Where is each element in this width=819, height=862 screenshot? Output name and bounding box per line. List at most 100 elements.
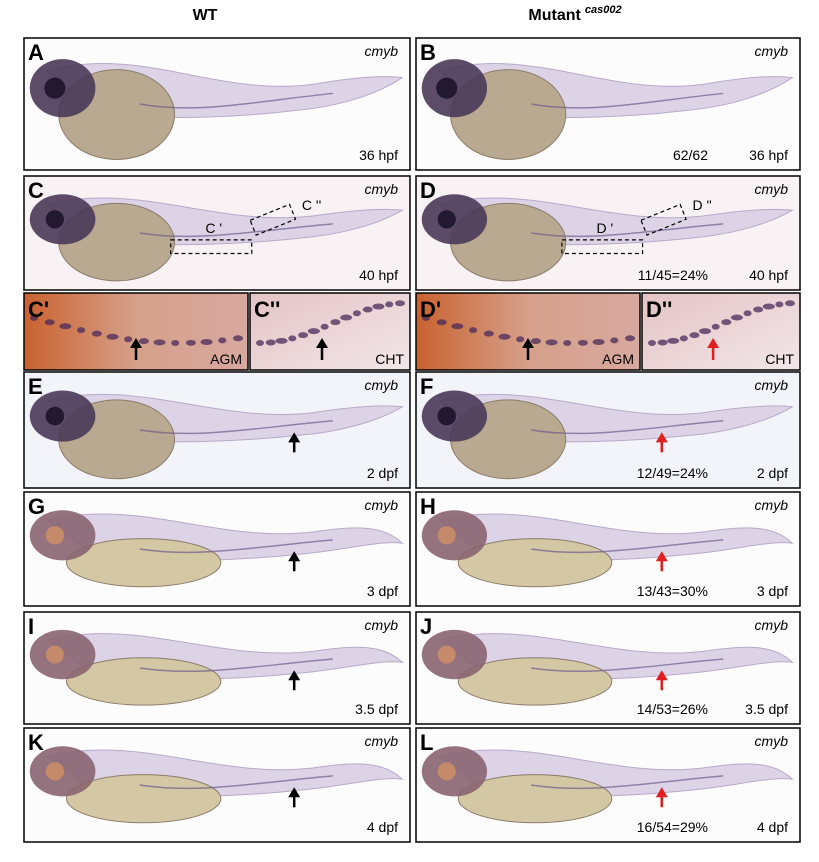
panel-letter: L	[420, 730, 433, 755]
axial-vessel	[531, 92, 724, 109]
panel-letter: E	[28, 374, 43, 399]
arrow-head	[288, 551, 301, 562]
stained-cell	[138, 338, 149, 345]
panel-letter: D	[420, 178, 436, 203]
stained-cell	[395, 300, 405, 307]
stained-cell	[498, 333, 511, 340]
embryo-eye	[437, 526, 456, 545]
arrow-head	[288, 787, 301, 798]
stained-cell	[451, 323, 464, 330]
stained-cell	[530, 338, 541, 345]
panel-letter: H	[420, 494, 436, 519]
stained-cell	[753, 306, 764, 313]
stained-cell	[422, 315, 430, 321]
stained-cell	[153, 339, 166, 346]
arrow-head	[522, 338, 534, 348]
stained-cell	[44, 319, 55, 326]
embryo-eye	[45, 762, 64, 781]
arrow-head	[316, 338, 328, 348]
stained-cell	[256, 340, 264, 346]
stained-cell	[91, 330, 102, 337]
stained-cell	[352, 310, 361, 317]
axial-vessel	[531, 223, 724, 238]
embryo-yolk	[65, 657, 222, 706]
embryo-eye	[45, 526, 64, 545]
stage-label: 2 dpf	[367, 465, 398, 481]
stained-cell	[743, 310, 752, 317]
inset-panel: C' AGM	[23, 292, 249, 371]
stained-cell	[625, 335, 635, 342]
zoom-box-label: C ''	[302, 197, 321, 213]
stained-cell	[362, 306, 373, 313]
stage-label: 36 hpf	[359, 147, 398, 163]
embryo-eye	[437, 210, 456, 229]
stained-cell	[545, 339, 558, 346]
axial-vessel	[139, 539, 333, 554]
mutant-label: Mutant	[528, 7, 581, 24]
stage-label: 3.5 dpf	[745, 701, 788, 717]
axial-vessel	[139, 223, 333, 238]
region-label: AGM	[210, 351, 242, 367]
axial-vessel	[531, 419, 724, 435]
arrow-head	[288, 670, 301, 681]
stained-cell	[233, 335, 243, 342]
inset-letter: D''	[646, 297, 672, 322]
stained-cell	[298, 332, 309, 339]
stage-label: 3 dpf	[367, 583, 398, 599]
stage-label: 4 dpf	[367, 819, 398, 835]
ratio-label: 14/53=26%	[637, 701, 708, 717]
stained-cell	[436, 319, 447, 326]
gene-label: cmyb	[365, 733, 399, 749]
axial-vessel	[139, 92, 333, 109]
arrow-head	[707, 338, 720, 348]
zoom-box-label: C '	[205, 220, 222, 236]
panel-letter: B	[420, 40, 436, 65]
embryo-eye	[436, 77, 458, 99]
inset-letter: C'	[28, 297, 49, 322]
panel-letter: I	[28, 614, 34, 639]
zoom-box	[170, 239, 253, 255]
zoom-box-label: D ''	[692, 197, 711, 213]
gene-label: cmyb	[755, 377, 789, 393]
axial-vessel	[531, 775, 724, 790]
embryo-eye	[44, 77, 66, 99]
stained-cell	[592, 338, 605, 345]
axial-vessel	[139, 658, 333, 673]
embryo-eye	[45, 406, 65, 426]
stained-cell	[330, 319, 341, 326]
region-label: CHT	[375, 351, 404, 367]
inset-panel: C'' CHT	[249, 292, 411, 371]
embryo-eye	[437, 645, 456, 664]
ratio-label: 11/45=24%	[638, 267, 708, 283]
embryo-eye	[437, 406, 456, 426]
ratio-label: 16/54=29%	[637, 819, 708, 835]
ratio-label: 13/43=30%	[637, 583, 708, 599]
stained-cell	[679, 335, 688, 342]
stained-cell	[483, 330, 494, 337]
panel-letter: A	[28, 40, 44, 65]
stage-label: 40 hpf	[749, 267, 788, 283]
embryo-yolk	[457, 538, 613, 588]
stained-cell	[77, 327, 86, 334]
stage-label: 3.5 dpf	[355, 701, 398, 717]
stained-cell	[185, 339, 196, 346]
stained-cell	[106, 333, 119, 340]
embryo-eye	[45, 645, 64, 664]
stained-cell	[340, 314, 353, 321]
ratio-label: 62/62	[673, 147, 708, 163]
stained-cell	[775, 301, 784, 308]
panel-letter: F	[420, 374, 433, 399]
axial-vessel	[531, 539, 724, 554]
column-header-mutant: Mutant cas002	[528, 4, 621, 24]
stage-label: 2 dpf	[757, 465, 788, 481]
stage-label: 36 hpf	[749, 147, 788, 163]
stained-cell	[610, 337, 619, 344]
